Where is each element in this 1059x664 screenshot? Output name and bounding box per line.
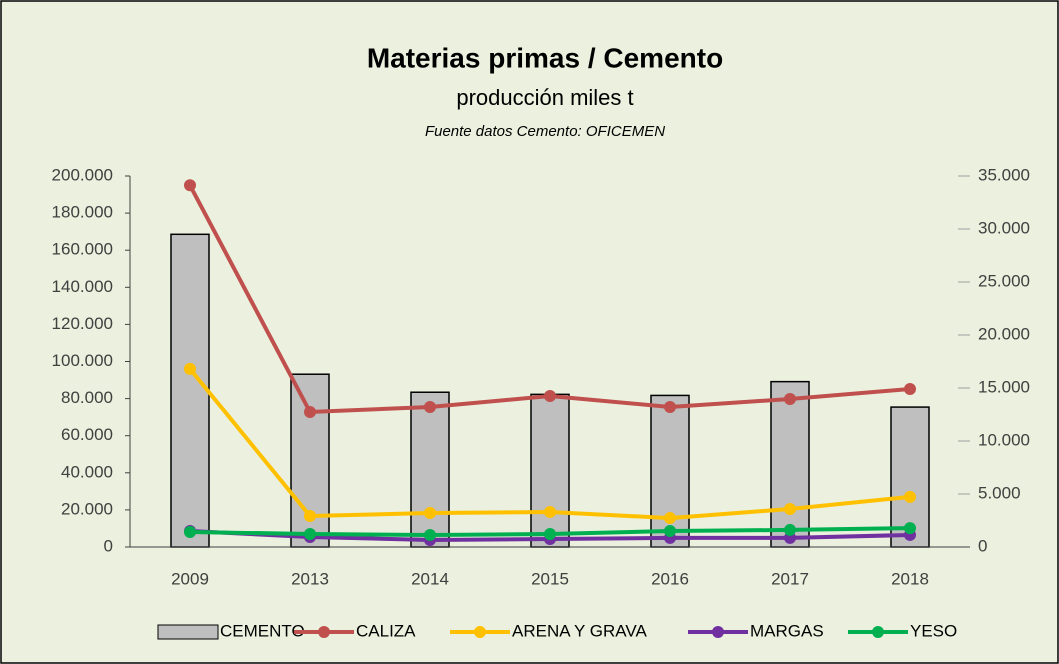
point — [544, 505, 556, 518]
legend-label: YESO — [910, 621, 957, 640]
point — [784, 502, 796, 515]
point — [184, 525, 196, 538]
legend-swatch — [157, 624, 219, 640]
legend-label: MARGAS — [750, 621, 824, 640]
y2-tick-label: 15.000 — [978, 377, 1030, 396]
x-tick-label: 2009 — [171, 569, 209, 588]
point — [424, 528, 436, 541]
point — [544, 528, 556, 541]
point — [784, 523, 796, 536]
y2-tick-label: 5.000 — [978, 483, 1021, 502]
chart-title: Materias primas / Cemento — [367, 42, 723, 73]
y-tick-label: 80.000 — [61, 388, 113, 407]
y-tick-label: 120.000 — [52, 314, 113, 333]
point — [904, 382, 916, 395]
legend-label: ARENA Y GRAVA — [512, 621, 647, 640]
point — [424, 507, 436, 520]
chart-subtitle: producción miles t — [456, 85, 633, 110]
legend-label: CALIZA — [356, 621, 416, 640]
point — [904, 522, 916, 535]
legend-marker — [318, 626, 330, 638]
point — [184, 179, 196, 192]
y-tick-label: 160.000 — [52, 240, 113, 259]
x-tick-label: 2017 — [771, 569, 809, 588]
x-tick-label: 2018 — [891, 569, 929, 588]
y-tick-label: 40.000 — [61, 462, 113, 481]
y-tick-label: 180.000 — [52, 203, 113, 222]
legend-marker — [712, 626, 724, 638]
y-tick-label: 20.000 — [61, 499, 113, 518]
y2-tick-label: 25.000 — [978, 271, 1030, 290]
point — [304, 528, 316, 541]
y-tick-label: 60.000 — [61, 425, 113, 444]
bar — [170, 233, 210, 548]
point — [904, 490, 916, 503]
x-tick-label: 2014 — [411, 569, 449, 588]
y2-tick-label: 0 — [978, 536, 987, 555]
x-tick-label: 2016 — [651, 569, 689, 588]
point — [784, 392, 796, 405]
bar — [530, 393, 570, 548]
legend-label: CEMENTO — [220, 621, 305, 640]
legend-marker — [872, 626, 884, 638]
y-tick-label: 140.000 — [52, 277, 113, 296]
x-tick-label: 2013 — [291, 569, 329, 588]
point — [424, 400, 436, 413]
point — [184, 362, 196, 375]
y-tick-label: 0 — [104, 536, 113, 555]
point — [304, 405, 316, 418]
y-tick-label: 100.000 — [52, 351, 113, 370]
y2-tick-label: 30.000 — [978, 218, 1030, 237]
bar — [770, 380, 810, 548]
point — [304, 510, 316, 523]
bar — [650, 394, 690, 548]
y2-tick-label: 10.000 — [978, 430, 1030, 449]
point — [664, 400, 676, 413]
legend-marker — [474, 626, 486, 638]
y-tick-label: 200.000 — [52, 165, 113, 184]
y2-tick-label: 35.000 — [978, 165, 1030, 184]
point — [664, 525, 676, 538]
y2-tick-label: 20.000 — [978, 324, 1030, 343]
point — [664, 512, 676, 525]
x-tick-label: 2015 — [531, 569, 569, 588]
chart-source: Fuente datos Cemento: OFICEMEN — [425, 123, 665, 140]
point — [544, 390, 556, 403]
bar — [410, 391, 450, 548]
